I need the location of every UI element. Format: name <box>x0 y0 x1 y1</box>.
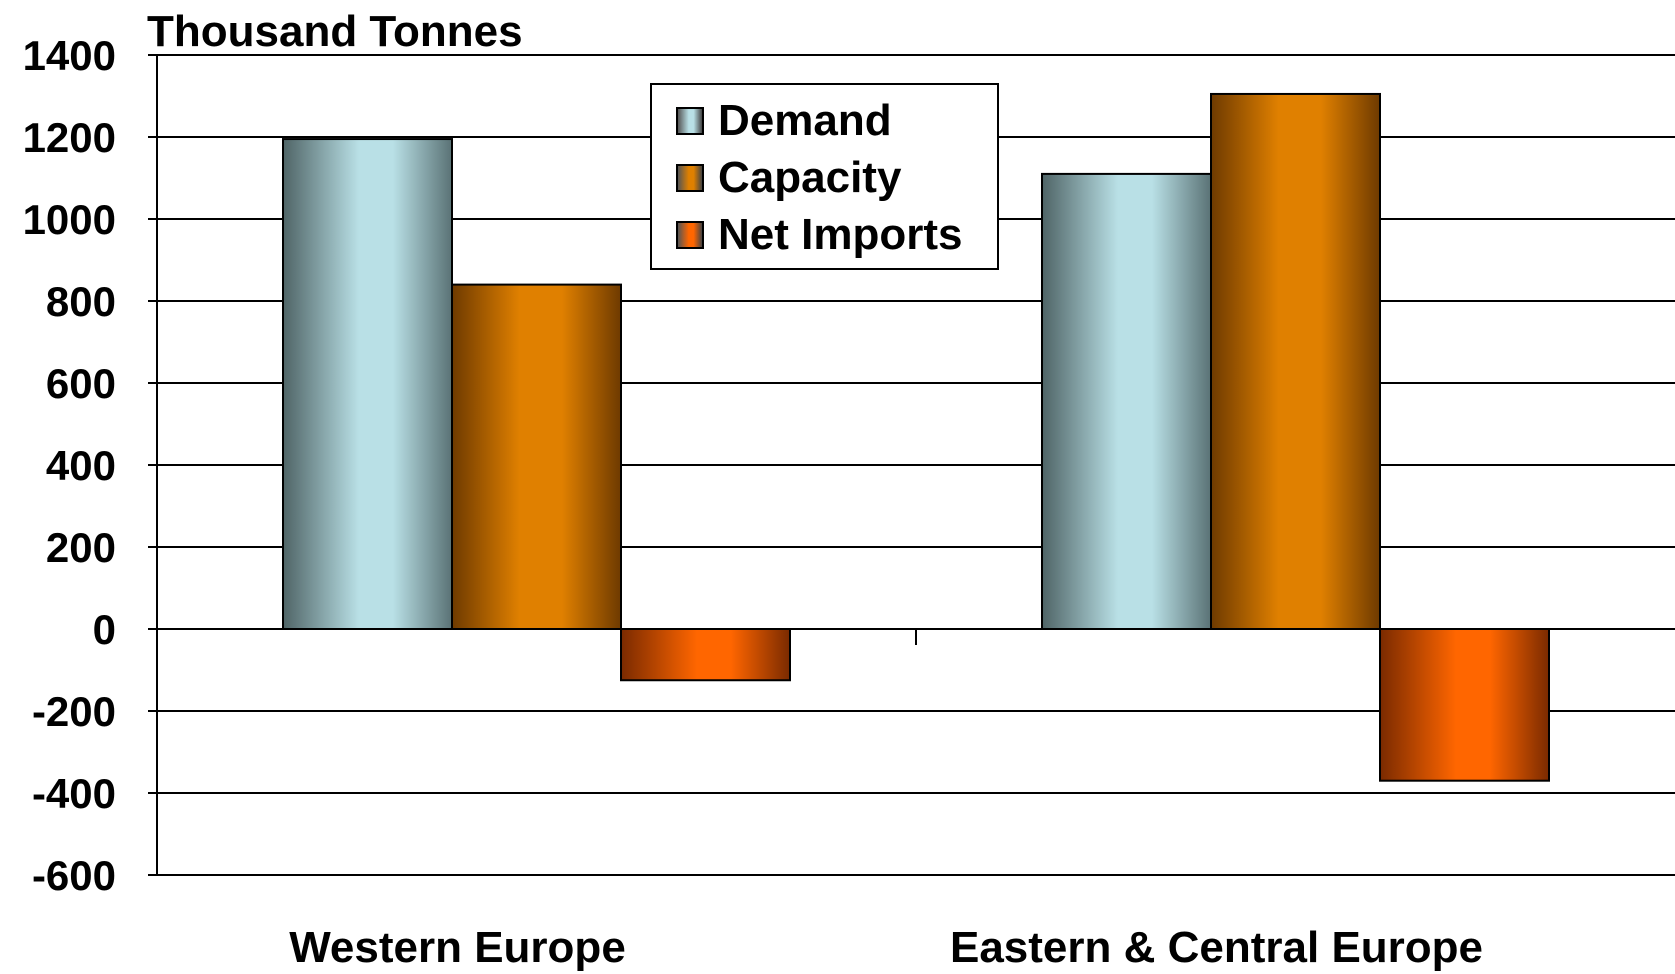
y-tick-label: 600 <box>46 360 116 407</box>
bar-capacity <box>451 283 622 630</box>
bar-net-imports <box>1379 628 1550 782</box>
legend-swatch <box>676 164 704 192</box>
y-tick-label: 800 <box>46 278 116 325</box>
bar-demand <box>1041 172 1212 630</box>
y-tick-label: -400 <box>32 770 116 817</box>
category-label: Western Europe <box>289 923 626 972</box>
legend-label: Capacity <box>718 153 902 202</box>
legend: Demand Capacity Net Imports <box>650 83 999 270</box>
y-tick-label: -600 <box>32 852 116 899</box>
legend-swatch <box>676 221 704 249</box>
legend-swatch <box>676 107 704 135</box>
category-label: Eastern & Central Europe <box>950 923 1483 972</box>
legend-item: Net Imports <box>676 209 962 261</box>
legend-item: Capacity <box>676 152 901 204</box>
y-tick-label: 1200 <box>23 114 116 161</box>
bar-demand <box>282 138 453 631</box>
legend-item: Demand <box>676 95 892 147</box>
bar-net-imports <box>620 628 791 682</box>
legend-label: Demand <box>718 96 892 145</box>
y-tick-label: 200 <box>46 524 116 571</box>
y-tick-label: 1400 <box>23 32 116 79</box>
bar-capacity <box>1210 92 1381 630</box>
y-tick-label: -200 <box>32 688 116 735</box>
y-tick-label: 400 <box>46 442 116 489</box>
y-axis-label: Thousand Tonnes <box>147 7 523 56</box>
legend-label: Net Imports <box>718 210 963 259</box>
y-tick-label: 0 <box>93 606 116 653</box>
y-tick-label: 1000 <box>23 196 116 243</box>
